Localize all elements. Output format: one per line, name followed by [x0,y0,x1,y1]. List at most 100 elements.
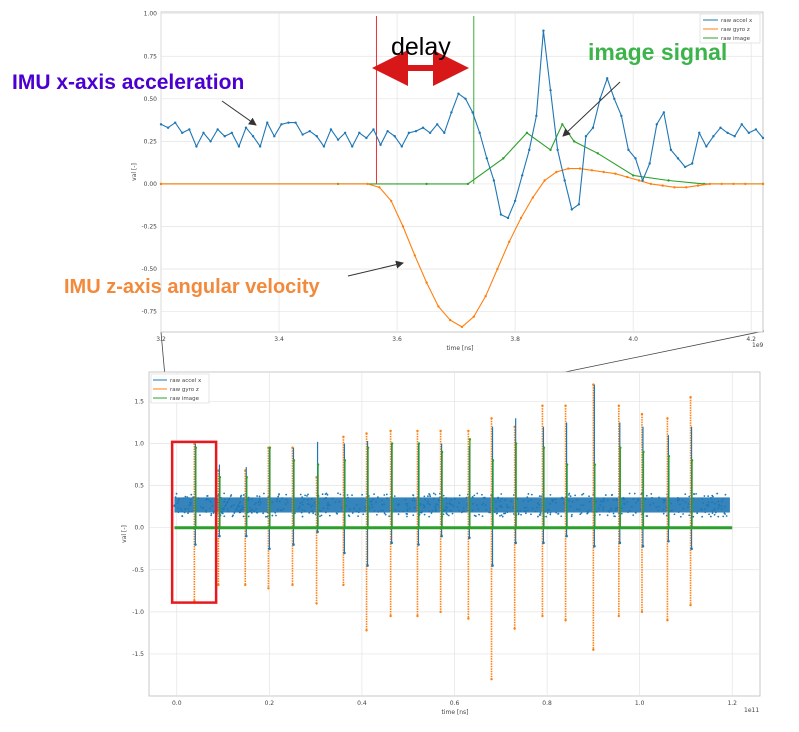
annotation-arrows [221,50,621,277]
zoomed-point-raw-accel-x [365,136,368,140]
overview-accel-noise-point [530,513,532,516]
overview-gyro-trough-point [666,619,669,622]
zoomed-point-raw-accel-x [719,126,722,129]
zoomed-point-raw-accel-x [648,162,651,165]
overview-accel-noise-point [299,493,302,496]
overview-accel-noise-point [655,506,658,508]
overview-accel-noise-point [458,494,461,497]
overview-accel-noise-point [549,493,552,496]
overview-accel-noise-point [213,510,215,513]
overview-accel-noise-point [182,497,185,500]
overview-accel-noise-point [201,507,204,510]
overview-accel-noise-point [590,497,593,500]
zoomed-point-raw-accel-x [620,114,623,118]
zoomed-series-line-raw-accel-x [160,30,764,219]
overview-accel-noise-point [339,493,342,496]
overview-accel-noise-point [385,497,388,500]
zoomed-point-raw-accel-x [591,126,595,129]
overview-accel-noise-point [338,500,341,503]
overview-accel-noise-point [221,507,223,510]
overview-accel-noise-point [442,494,445,497]
overview-accel-noise-point [449,509,451,512]
overview-accel-noise-point [242,515,245,518]
overview-accel-trough-point [417,543,420,546]
overview-accel-noise-point [720,508,723,510]
overview-accel-noise-point [517,512,520,515]
overview-gyro-trough-point [389,614,392,618]
zoomed-point-raw-image [425,182,428,186]
zoomed-point-raw-accel-x [237,145,241,148]
overview-accel-noise-point [716,492,719,495]
overview-gyro-trough-point [617,614,621,618]
overview-gyro-trough-point [416,614,419,618]
overview-gyro-peak-point [564,404,567,407]
overview-accel-noise-point [301,496,304,499]
overview-accel-noise-point [275,514,277,517]
zoomed-point-raw-accel-x [669,148,673,152]
overview-accel-noise-point [311,504,314,507]
zoomed-point-raw-accel-x [301,133,304,136]
zoomed-point-raw-gyro-z [555,170,558,174]
zoomed-point-raw-accel-x [499,213,503,216]
overview-accel-noise-point [506,511,509,514]
ov-legend-accel-label: raw accel x [170,378,202,384]
overview-accel-noise-point [277,493,280,496]
overview-accel-noise-point [499,504,502,507]
overview-accel-noise-point [177,511,180,514]
overview-accel-noise-point [413,497,415,500]
overview-accel-noise-point [658,496,660,499]
overview-accel-noise-point [633,492,636,495]
overview-gyro-trough-point [490,677,493,681]
overview-accel-noise-point [684,501,687,504]
overview-accel-noise-point [210,501,213,504]
overview-accel-noise-point [303,510,306,512]
overview-accel-noise-point [302,498,305,501]
overview-accel-noise-point [586,511,589,514]
zoomed-point-raw-gyro-z [567,167,570,170]
overview-accel-noise-point [408,507,411,510]
overview-accel-noise-point [598,513,601,516]
overview-accel-noise-point [681,499,684,502]
overview-accel-noise-point [210,512,213,515]
zoomed-point-raw-gyro-z [590,169,594,172]
overview-accel-trough-point [343,551,346,555]
overview-accel-noise-point [456,506,459,508]
overview-image-peak-point [316,463,320,466]
zoomed-point-raw-accel-x [379,143,382,146]
overview-accel-noise-point [457,501,460,504]
overview-accel-noise-point [547,508,550,511]
overview-accel-noise-point [644,498,647,500]
overview-accel-noise-point [433,497,435,500]
overview-accel-noise-point [281,509,283,512]
zoomed-point-raw-gyro-z [366,182,369,186]
zoomed-point-raw-image [631,174,635,177]
overview-accel-noise-point [526,509,529,512]
overview-accel-noise-point [610,507,613,510]
overview-accel-noise-point [351,512,354,514]
overview-accel-noise-point [276,498,278,500]
overview-accel-noise-point [355,510,358,513]
zoomed-point-raw-accel-x [329,128,333,131]
zoomed-point-raw-accel-x [244,126,248,129]
overview-accel-noise-point [226,500,229,503]
overview-accel-noise-point [337,511,340,513]
overview-accel-noise-point [717,515,720,518]
overview-accel-noise-point [325,492,328,495]
overview-image-peak-point [268,446,272,449]
zoomed-point-raw-gyro-z [413,254,416,257]
overview-accel-noise-point [481,503,484,506]
overview-gyro-peak-point [666,417,669,420]
overview-accel-noise-point [475,504,478,507]
overview-accel-noise-point [233,504,235,506]
overview-ytick-label: 0.0 [134,525,144,532]
overview-accel-noise-point [481,493,483,496]
zoomed-point-raw-gyro-z [696,184,700,187]
overview-image-peak-point [245,475,248,479]
overview-accel-noise-point [301,503,304,506]
zoom-highlight-box [170,440,218,604]
overview-image-peak-point [593,463,597,466]
overview-accel-noise-point [423,495,426,498]
overview-accel-noise-point [629,510,631,512]
overview-accel-noise-point [627,511,629,514]
overview-accel-noise-point [372,498,374,501]
